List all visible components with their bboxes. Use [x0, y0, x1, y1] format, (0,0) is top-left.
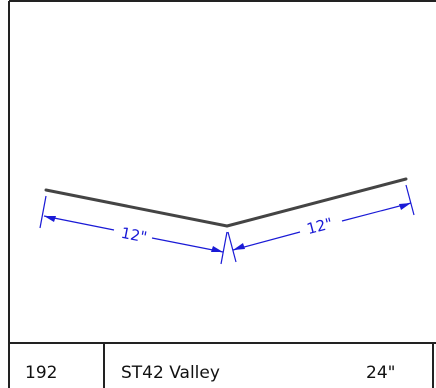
dimension-right-label: 12" [305, 214, 335, 238]
valley-profile [44, 177, 408, 228]
sheet-border [8, 0, 436, 388]
dimension-right-extension-end [405, 184, 415, 216]
part-number: 192 [25, 363, 57, 383]
dimension-right-line-b [341, 202, 412, 222]
dimension-left-line-a [43, 215, 115, 231]
dimension-left-arrow-end [211, 246, 223, 252]
dimension-right-extension-start [227, 231, 237, 263]
part-length: 24" [366, 363, 395, 383]
part-name: ST42 Valley [121, 363, 220, 383]
dimension-right-arrow-start [233, 243, 245, 250]
dimension-right [227, 184, 415, 263]
dimension-left-arrow-start [44, 216, 56, 222]
dimension-left [39, 195, 228, 265]
dimension-left-extension-end [220, 231, 228, 265]
dimension-left-extension-start [39, 195, 47, 229]
profile-left-leg [44, 188, 229, 228]
dimension-right-arrow-end [399, 203, 411, 210]
dimension-left-line-b [151, 237, 224, 253]
profile-right-leg [225, 177, 408, 228]
dimension-left-label: 12" [119, 224, 148, 247]
